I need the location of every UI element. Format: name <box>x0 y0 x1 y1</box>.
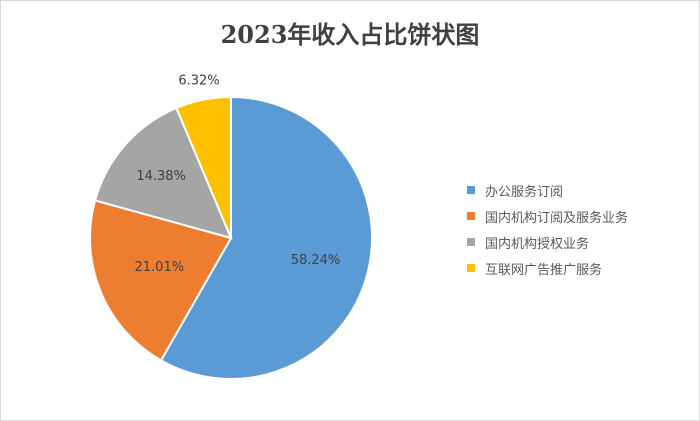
legend-label: 国内机构订阅及服务业务 <box>485 210 629 226</box>
legend-item-3: 国内机构授权业务 <box>467 229 628 255</box>
data-label-3: 14.38% <box>136 169 186 184</box>
pie-slice-1 <box>159 95 373 380</box>
data-label-2: 21.01% <box>135 260 185 275</box>
data-label-1: 58.24% <box>291 253 341 268</box>
pie-slice-4 <box>175 95 232 239</box>
legend-swatch <box>467 264 475 272</box>
legend-swatch <box>467 212 475 220</box>
legend-swatch <box>467 186 475 194</box>
legend-item-4: 互联网广告推广服务 <box>467 255 628 281</box>
legend-label: 办公服务订阅 <box>485 184 564 200</box>
legend-item-1: 办公服务订阅 <box>467 177 628 203</box>
legend-item-2: 国内机构订阅及服务业务 <box>467 203 628 229</box>
legend-label: 国内机构授权业务 <box>485 236 590 252</box>
data-label-4: 6.32% <box>178 74 219 89</box>
legend-label: 互联网广告推广服务 <box>485 262 603 278</box>
legend: 办公服务订阅国内机构订阅及服务业务 国内机构授权业务 互联网广告推广服务 <box>467 177 628 281</box>
chart-title: 2023年收入占比饼状图 <box>220 20 480 49</box>
legend-swatch <box>467 238 475 246</box>
pie-slice-2 <box>89 199 233 362</box>
pie-slice-3 <box>93 106 233 240</box>
